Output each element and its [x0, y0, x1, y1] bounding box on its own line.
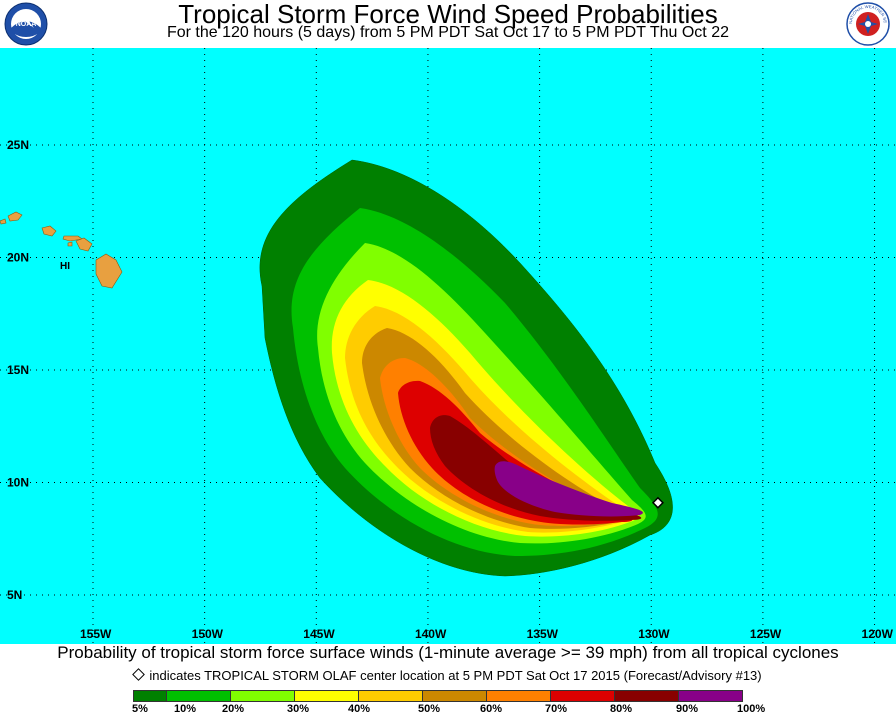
- contour-70: [398, 380, 633, 525]
- footer-marker-text: indicates TROPICAL STORM OLAF center loc…: [149, 668, 762, 683]
- legend-swatch: [230, 690, 295, 702]
- oahu-island: [41, 225, 57, 237]
- lon-label: 145W: [303, 627, 335, 641]
- legend-label: 80%: [610, 703, 633, 715]
- storm-center-diamond: [651, 496, 664, 509]
- niihau-island: [0, 218, 7, 225]
- legend-swatch: [614, 690, 679, 702]
- legend-label: 70%: [545, 703, 568, 715]
- lon-label: 155W: [80, 627, 112, 641]
- maui-island: [75, 237, 93, 252]
- lat-label: 15N: [7, 363, 29, 377]
- legend-swatch: [422, 690, 487, 702]
- noaa-logo-text: NOAA: [16, 21, 37, 28]
- legend-label: 50%: [418, 703, 441, 715]
- lon-label: 140W: [415, 627, 447, 641]
- footer-description: Probability of tropical storm force surf…: [57, 643, 839, 662]
- legend-label: 40%: [348, 703, 371, 715]
- nws-logo-icon: NATIONAL WEATHER SERVICE: [846, 2, 890, 46]
- diamond-icon: [132, 668, 146, 681]
- lanai-island: [67, 241, 73, 247]
- legend-label: 90%: [676, 703, 699, 715]
- region-label: HI: [60, 261, 70, 272]
- legend-label: 10%: [174, 703, 197, 715]
- header: NOAA Tropical Storm Force Wind Speed Pro…: [0, 0, 896, 48]
- legend-swatch: [486, 690, 551, 702]
- contour-80: [430, 415, 642, 521]
- noaa-logo-icon: NOAA: [4, 2, 48, 46]
- lon-label: 120W: [862, 627, 894, 641]
- legend-swatch: [166, 690, 231, 702]
- legend-label: 30%: [287, 703, 310, 715]
- legend-labels: 5% 10% 20% 30% 40% 50% 60% 70% 80% 90% 100%: [0, 703, 896, 716]
- lon-label: 150W: [192, 627, 224, 641]
- latitude-labels: 25N 20N 15N 10N 5N: [7, 138, 29, 602]
- probability-contours: [259, 159, 673, 577]
- longitude-labels: 155W 150W 145W 140W 135W 130W 125W 120W: [80, 627, 894, 641]
- legend-label: 100%: [737, 703, 766, 715]
- legend-swatch: [133, 690, 167, 702]
- lon-label: 125W: [750, 627, 782, 641]
- probability-map: HI 25N 20N 15N 10N 5N 155W 150W 145W 140W 135W 13…: [0, 48, 896, 644]
- legend-swatch: [358, 690, 423, 702]
- contour-90: [494, 461, 643, 517]
- molokai-island: [62, 235, 83, 242]
- lon-label: 130W: [638, 627, 670, 641]
- legend-label: 60%: [480, 703, 503, 715]
- legend-label: 5%: [132, 703, 148, 715]
- legend-swatch: [294, 690, 359, 702]
- page-title: Tropical Storm Force Wind Speed Probabil…: [178, 0, 718, 29]
- lat-label: 25N: [7, 138, 29, 152]
- big-island: [95, 253, 123, 289]
- hawaii-islands: [0, 211, 123, 289]
- lat-label: 5N: [7, 588, 22, 602]
- legend-swatch: [678, 690, 743, 702]
- storm-center-marker: [651, 496, 664, 509]
- lon-label: 135W: [527, 627, 559, 641]
- legend-colorbar: [133, 690, 743, 702]
- lat-label: 10N: [7, 476, 29, 490]
- legend-swatch: [550, 690, 615, 702]
- page-subtitle: For the 120 hours (5 days) from 5 PM PDT…: [166, 24, 729, 41]
- footer-marker-note: indicates TROPICAL STORM OLAF center loc…: [0, 667, 896, 685]
- kauai-island: [7, 211, 23, 222]
- legend-label: 20%: [222, 703, 245, 715]
- lat-label: 20N: [7, 251, 29, 265]
